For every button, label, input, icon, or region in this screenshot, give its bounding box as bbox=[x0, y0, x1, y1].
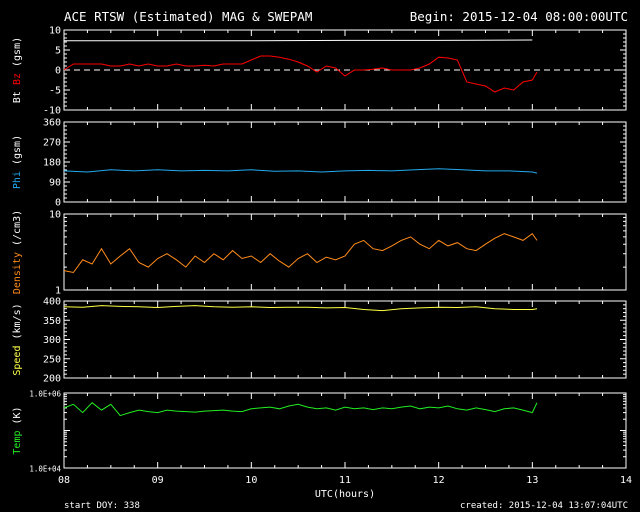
begin-time: Begin: 2015-12-04 08:00:00UTC bbox=[409, 9, 628, 24]
series-density-line bbox=[63, 232, 538, 274]
y-tick-label: 1.0E+06 bbox=[29, 390, 61, 399]
y-axis-label-part: Speed bbox=[12, 346, 23, 376]
y-axis-label-part: (km/s) bbox=[12, 303, 23, 345]
panel-speed: 200 250 300 350 400 Speed (km/s) bbox=[12, 297, 627, 385]
x-tick-label: 12 bbox=[433, 475, 445, 486]
y-tick-label: -5 bbox=[49, 86, 61, 97]
panel-frame bbox=[63, 121, 627, 203]
y-axis-label-part: (/cm3) bbox=[12, 210, 23, 252]
y-tick-label: 350 bbox=[43, 316, 61, 327]
series-temp-line bbox=[63, 402, 538, 417]
start-doy-label: start DOY: 338 bbox=[64, 501, 140, 511]
x-tick-label: 14 bbox=[620, 475, 632, 486]
panel-mag: -10 -5 0 5 10 Bt Bz (gsm) bbox=[12, 26, 627, 117]
chart-title: ACE RTSW (Estimated) MAG & SWEPAM bbox=[64, 9, 313, 24]
x-tick-label: 09 bbox=[152, 475, 164, 486]
y-tick-label: 5 bbox=[55, 46, 61, 57]
y-tick-label: 90 bbox=[49, 178, 61, 189]
x-tick-label: 11 bbox=[339, 475, 351, 486]
panel-density: 1 10 Density (/cm3) bbox=[12, 210, 627, 297]
y-tick-label: -10 bbox=[43, 106, 61, 117]
y-tick-label: 360 bbox=[43, 118, 61, 129]
y-tick-label: 0 bbox=[55, 198, 61, 209]
y-tick-label: 250 bbox=[43, 354, 61, 365]
y-axis-label-part: Bt bbox=[12, 91, 23, 103]
series-phi-line bbox=[63, 168, 538, 174]
y-axis-label-part: Phi bbox=[12, 171, 23, 189]
created-label: created: 2015-12-04 13:07:04UTC bbox=[460, 501, 628, 511]
y-axis-label: Phi (gsm) bbox=[12, 135, 23, 189]
y-tick-label: 180 bbox=[43, 158, 61, 169]
series-speed-line bbox=[63, 305, 538, 312]
y-axis-label: Bt Bz (gsm) bbox=[12, 37, 23, 103]
x-tick-label: 08 bbox=[58, 475, 70, 486]
x-axis-label: UTC(hours) bbox=[315, 489, 375, 500]
y-axis-label-part: (K) bbox=[12, 406, 23, 430]
y-tick-label: 400 bbox=[43, 297, 61, 308]
panel-phi: 0 90 180 270 360 Phi (gsm) bbox=[12, 118, 627, 209]
y-axis-label: Temp (K) bbox=[12, 406, 23, 454]
y-axis-label: Speed (km/s) bbox=[12, 303, 23, 375]
y-tick-label: 1.0E+04 bbox=[29, 465, 61, 474]
y-tick-label: 0 bbox=[55, 66, 61, 77]
y-axis-label-part: (gsm) bbox=[12, 37, 23, 73]
y-tick-label: 270 bbox=[43, 138, 61, 149]
panel-temp: 1.0E+04 1.0E+06 Temp (K) bbox=[12, 390, 627, 474]
panel-frame bbox=[63, 300, 627, 379]
y-axis-label: Density (/cm3) bbox=[12, 210, 23, 294]
panel-frame bbox=[63, 392, 627, 469]
y-tick-label: 200 bbox=[43, 374, 61, 385]
y-tick-label: 10 bbox=[49, 210, 61, 221]
series-bt-line bbox=[64, 39, 533, 42]
panel-frame bbox=[63, 213, 627, 291]
y-axis-label-part: Temp bbox=[12, 431, 23, 455]
series-bz-line bbox=[63, 55, 538, 93]
y-tick-label: 300 bbox=[43, 335, 61, 346]
x-tick-label: 13 bbox=[526, 475, 538, 486]
y-tick-label: 1 bbox=[55, 286, 61, 297]
y-tick-label: 10 bbox=[49, 26, 61, 37]
y-axis-label-part: Bz bbox=[12, 73, 23, 91]
y-axis-label-part: (gsm) bbox=[12, 135, 23, 171]
x-tick-label: 10 bbox=[245, 475, 257, 486]
y-axis-label-part: Density bbox=[12, 252, 23, 294]
